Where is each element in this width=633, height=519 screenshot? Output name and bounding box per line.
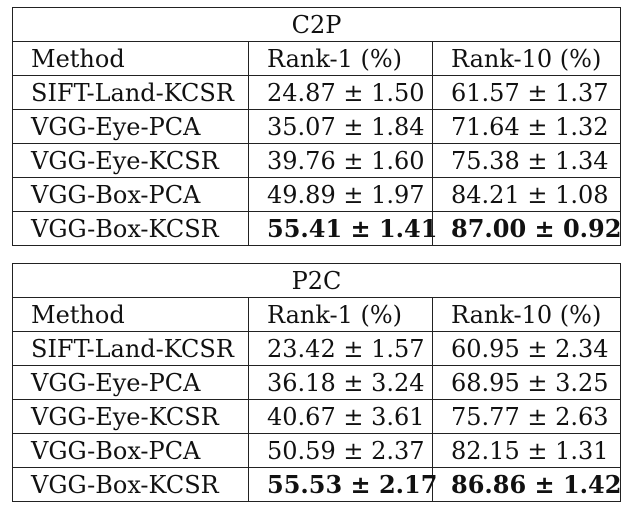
table-header-row: Method Rank-1 (%) Rank-10 (%) [12,41,622,76]
rank10-cell: 84.21 ± 1.08 [431,177,622,212]
table-title: C2P [11,7,622,42]
column-header-method: Method [12,41,249,76]
rank10-cell-best: 86.86 ± 1.42 [431,467,621,502]
method-cell: VGG-Eye-KCSR [12,399,249,434]
method-cell: VGG-Box-KCSR [12,211,249,246]
table-row: VGG-Eye-KCSR 39.76 ± 1.60 75.38 ± 1.34 [12,143,622,178]
column-header-rank10: Rank-10 (%) [431,297,622,332]
table-title: P2C [11,263,622,298]
rank1-cell: 35.07 ± 1.84 [248,109,433,144]
table-row: VGG-Eye-PCA 35.07 ± 1.84 71.64 ± 1.32 [12,109,622,144]
rank1-cell-best: 55.41 ± 1.41 [248,211,437,246]
rank1-cell: 24.87 ± 1.50 [248,75,433,110]
method-cell: VGG-Eye-KCSR [12,143,249,178]
method-cell: SIFT-Land-KCSR [12,75,249,110]
table-row: SIFT-Land-KCSR 24.87 ± 1.50 61.57 ± 1.37 [12,75,622,110]
rank10-cell: 75.38 ± 1.34 [431,143,622,178]
method-cell: VGG-Box-PCA [12,177,249,212]
method-cell: VGG-Eye-PCA [12,365,249,400]
table-row: SIFT-Land-KCSR 23.42 ± 1.57 60.95 ± 2.34 [12,331,622,366]
rank1-cell: 23.42 ± 1.57 [248,331,433,366]
rank1-cell-best: 55.53 ± 2.17 [248,467,437,502]
method-cell: VGG-Box-PCA [12,433,249,468]
p2c-table: P2C Method Rank-1 (%) Rank-10 (%) SIFT-L… [11,263,622,502]
rank1-cell: 49.89 ± 1.97 [248,177,433,212]
column-header-rank10: Rank-10 (%) [431,41,622,76]
column-header-method: Method [12,297,249,332]
rank10-cell: 82.15 ± 1.31 [431,433,622,468]
method-cell: VGG-Eye-PCA [12,109,249,144]
table-row: VGG-Eye-KCSR 40.67 ± 3.61 75.77 ± 2.63 [12,399,622,434]
method-cell: VGG-Box-KCSR [12,467,249,502]
table-row: VGG-Box-PCA 50.59 ± 2.37 82.15 ± 1.31 [12,433,622,468]
table-row-best: VGG-Box-KCSR 55.41 ± 1.41 87.00 ± 0.92 [12,211,621,246]
rank10-cell-best: 87.00 ± 0.92 [431,211,621,246]
rank10-cell: 68.95 ± 3.25 [431,365,622,400]
table-title-row: C2P [11,7,622,42]
rank10-cell: 75.77 ± 2.63 [431,399,622,434]
table-row-best: VGG-Box-KCSR 55.53 ± 2.17 86.86 ± 1.42 [12,467,621,502]
table-row: VGG-Box-PCA 49.89 ± 1.97 84.21 ± 1.08 [12,177,622,212]
table-title-row: P2C [11,263,622,298]
c2p-table: C2P Method Rank-1 (%) Rank-10 (%) SIFT-L… [11,7,622,246]
column-header-rank1: Rank-1 (%) [248,41,433,76]
method-cell: SIFT-Land-KCSR [12,331,249,366]
table-header-row: Method Rank-1 (%) Rank-10 (%) [12,297,622,332]
rank1-cell: 50.59 ± 2.37 [248,433,433,468]
rank1-cell: 40.67 ± 3.61 [248,399,433,434]
rank10-cell: 60.95 ± 2.34 [431,331,622,366]
rank1-cell: 39.76 ± 1.60 [248,143,433,178]
table-row: VGG-Eye-PCA 36.18 ± 3.24 68.95 ± 3.25 [12,365,622,400]
rank10-cell: 61.57 ± 1.37 [431,75,622,110]
rank1-cell: 36.18 ± 3.24 [248,365,433,400]
rank10-cell: 71.64 ± 1.32 [431,109,622,144]
column-header-rank1: Rank-1 (%) [248,297,433,332]
